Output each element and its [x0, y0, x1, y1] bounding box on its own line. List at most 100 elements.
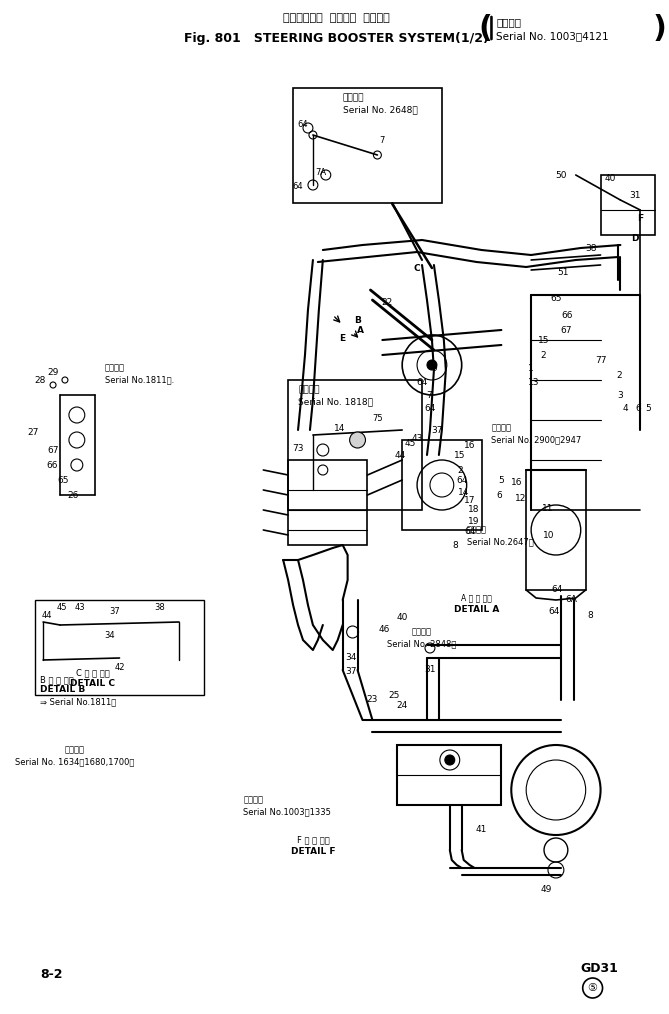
Text: 49: 49: [541, 885, 552, 894]
Text: 8-2: 8-2: [40, 968, 63, 982]
Bar: [402, 440, 482, 530]
Text: ⑤: ⑤: [587, 983, 597, 993]
Text: D: D: [632, 233, 639, 242]
Text: A: A: [357, 325, 364, 335]
Text: 8: 8: [453, 540, 459, 550]
Text: 64: 64: [549, 607, 560, 617]
Text: 適用号機: 適用号機: [65, 745, 85, 754]
Text: 適用号機: 適用号機: [104, 363, 124, 372]
Text: 44: 44: [42, 610, 52, 620]
Text: 12: 12: [514, 494, 526, 503]
Text: 28: 28: [35, 375, 46, 384]
Text: 適用号機: 適用号機: [244, 796, 264, 804]
Text: Serial No. 1003～4121: Serial No. 1003～4121: [496, 31, 609, 41]
Text: 6A: 6A: [566, 595, 578, 604]
Text: 64: 64: [424, 404, 436, 413]
Text: 18: 18: [468, 506, 480, 514]
Bar: [288, 460, 367, 545]
Text: 24: 24: [397, 701, 408, 710]
Text: (: (: [480, 13, 492, 43]
Text: 5: 5: [646, 404, 651, 413]
Text: B: B: [354, 315, 361, 324]
Text: 64: 64: [464, 527, 475, 536]
Bar: [293, 88, 442, 203]
Text: 適用号機: 適用号機: [412, 628, 432, 637]
Text: 43: 43: [411, 434, 423, 442]
Text: Serial No.2647～: Serial No.2647～: [467, 537, 533, 547]
Text: 25: 25: [389, 691, 400, 700]
Text: ): ): [652, 13, 664, 43]
Text: 15: 15: [539, 336, 550, 345]
Text: 37: 37: [345, 667, 357, 676]
Text: ⇒ Serial No.1811～: ⇒ Serial No.1811～: [40, 698, 116, 707]
Text: 64: 64: [456, 476, 468, 485]
Text: 45: 45: [405, 438, 416, 447]
Text: 5: 5: [498, 476, 504, 485]
Text: 適用号機: 適用号機: [298, 385, 320, 394]
Text: 64: 64: [551, 585, 563, 594]
Text: 64: 64: [416, 377, 427, 386]
Text: DETAIL C: DETAIL C: [70, 678, 115, 687]
Text: GD31: GD31: [581, 961, 619, 974]
Text: 16: 16: [510, 478, 522, 487]
Text: Serial No. 1818～: Serial No. 1818～: [298, 397, 373, 407]
Text: 15: 15: [454, 450, 466, 459]
Text: 4: 4: [623, 404, 628, 413]
Text: 14: 14: [458, 488, 470, 497]
Text: 適用号機: 適用号機: [467, 525, 486, 534]
Text: F: F: [637, 214, 644, 222]
Text: F 図 に 同じ: F 図 に 同じ: [296, 836, 329, 845]
Text: 37: 37: [431, 426, 443, 435]
Circle shape: [445, 755, 455, 765]
Text: 11: 11: [543, 504, 554, 512]
Text: 46: 46: [379, 626, 390, 635]
Text: 66: 66: [561, 310, 573, 319]
Text: 13: 13: [529, 377, 540, 386]
Text: 7A: 7A: [315, 167, 326, 176]
Bar: [35, 600, 204, 695]
Text: 26: 26: [67, 491, 78, 500]
Text: 9: 9: [431, 363, 437, 372]
Bar: [288, 380, 422, 510]
Text: 50: 50: [555, 170, 567, 179]
Text: C 図 に 同じ: C 図 に 同じ: [76, 668, 110, 677]
Text: 適用号機: 適用号機: [496, 17, 521, 27]
Text: 67: 67: [47, 445, 59, 454]
Text: 14: 14: [334, 424, 345, 433]
Text: 27: 27: [27, 428, 39, 436]
Text: 8: 8: [588, 610, 593, 620]
Text: (: (: [478, 13, 490, 43]
Text: 2: 2: [457, 465, 462, 475]
Text: ): ): [654, 13, 666, 43]
Text: 77: 77: [595, 356, 606, 364]
Text: 34: 34: [104, 631, 115, 640]
Text: 73: 73: [292, 443, 304, 452]
Text: 34: 34: [345, 653, 357, 662]
Text: DETAIL F: DETAIL F: [290, 848, 335, 857]
Text: 6: 6: [636, 404, 641, 413]
Text: Serial No. 2848～: Serial No. 2848～: [387, 640, 457, 649]
Bar: [601, 175, 655, 235]
Text: 2: 2: [541, 351, 546, 360]
Bar: [397, 745, 501, 805]
Text: 38: 38: [585, 243, 596, 252]
Text: 40: 40: [605, 173, 616, 183]
Circle shape: [350, 432, 365, 448]
Text: A 図 に 同じ: A 図 に 同じ: [461, 593, 492, 602]
Text: 64: 64: [293, 182, 303, 191]
Text: 適用号機: 適用号機: [343, 93, 364, 102]
Text: 1: 1: [529, 363, 534, 372]
Text: 42: 42: [114, 663, 124, 672]
Text: 67: 67: [560, 325, 571, 335]
Text: 65: 65: [58, 476, 69, 485]
Text: 38: 38: [154, 603, 165, 612]
Text: 3: 3: [617, 390, 624, 400]
Text: 31: 31: [630, 191, 641, 200]
Text: ステアリング  ブースタ  システム: ステアリング ブースタ システム: [284, 13, 390, 23]
Text: 10: 10: [543, 530, 555, 539]
Text: C: C: [413, 264, 420, 273]
Text: Serial No. 1634～1680,1700～: Serial No. 1634～1680,1700～: [15, 757, 134, 767]
Text: Serial No. 2900～2947: Serial No. 2900～2947: [492, 435, 582, 444]
Text: 16: 16: [464, 440, 476, 449]
Text: DETAIL A: DETAIL A: [454, 605, 499, 614]
